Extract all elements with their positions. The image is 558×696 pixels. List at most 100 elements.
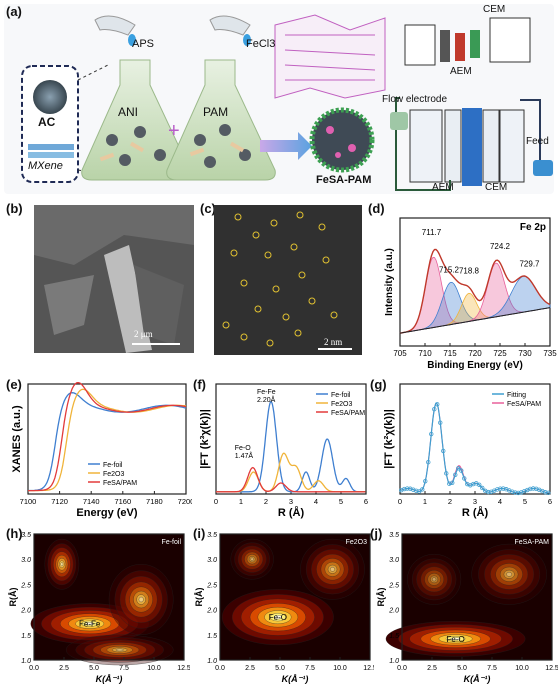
fitting-marker [477,482,482,488]
heatmap-contour [85,622,94,626]
annotation-fe-fe-distance: 2.20Å [257,395,276,404]
fitting-marker [444,471,449,476]
x-axis-label: K(Å⁻¹) [464,674,491,684]
fitting-marker [501,486,506,491]
heatmap-contour [136,594,146,605]
heatmap-contour [230,538,274,580]
heatmap-contour [246,554,258,565]
envelope-curve [399,248,551,334]
x-tick-label: 3 [473,497,477,506]
polymer-network [274,14,386,99]
legend-entry: Fe-foil [103,462,123,469]
fitting-marker [429,431,434,437]
panel-label-a: (a) [6,4,22,19]
schematic-drawing [21,14,553,191]
x-tick-label: 7.5 [487,665,497,672]
haadf-single-atoms [214,205,362,355]
background-line [399,307,551,334]
heatmap-contour [432,577,437,582]
y-axis-label: Intensity (a.u.) [384,248,395,316]
heatmap-feature-label: Fe-Fe [79,620,101,629]
flow-electrode-tank [390,112,408,130]
haadf-scale-bar [318,348,352,350]
heatmap-contour [311,549,354,590]
process-arrow [260,132,312,160]
x-tick-label: 3 [289,497,293,506]
heatmap-contour [478,549,541,600]
x-tick-label: 4 [498,497,502,506]
fitting-marker [450,480,455,486]
fitting-marker [438,420,443,425]
label-cem-top: CEM [483,4,506,15]
legend-entry: FeSA/PAM [507,401,541,408]
heatmap-contour [119,576,163,623]
x-tick-label: 12.5 [363,665,374,672]
x-axis-label: Binding Energy (eV) [427,360,523,371]
y-tick-label: 2.5 [388,582,399,589]
x-tick-label: 2 [264,497,268,506]
chart-e-xanes: 7100 7120 7140 7160 7180 7200 Energy (eV) XANES… [11,381,192,519]
y-tick-label: 2.0 [20,608,31,615]
heatmap-contour [416,562,452,597]
y-axis-label: |FT (k²χ(k))| [383,409,395,469]
label-ac: AC [38,115,56,129]
sem-scale-bar [132,343,180,345]
panel-label-e: (e) [6,377,22,392]
x-tick-label: 5 [339,497,343,506]
fitting-marker [516,490,521,496]
fitting-marker [426,460,431,465]
series-fesa-pam [28,381,187,492]
label-ani: ANI [118,105,139,119]
x-tick-label: 5 [523,497,527,506]
heatmap-contour [248,556,256,563]
heatmap-contour [273,615,282,620]
heatmap-contour [133,590,150,609]
chart-h-wavelet: 0.0 2.5 5.0 7.5 10.0 12.5 1.0 1.5 2.0 2.5 3.0 3.5 K(… [8,532,190,684]
flow-cell-exploded [404,17,531,66]
fitting-marker [456,466,461,471]
heatmap-contour [300,538,365,600]
label-aem-top: AEM [450,66,472,77]
x-axis-label: Energy (eV) [76,507,137,519]
feed-tank [533,160,553,176]
annotation-fe-o: Fe-O [235,445,252,452]
fesa-pam-particle [309,107,375,173]
y-tick-label: 3.0 [207,557,217,564]
series-fesa-pam [399,402,550,494]
fitting-marker [513,490,518,495]
x-tick-label: 0.0 [397,665,407,672]
fitting-marker [435,402,440,407]
fitting-marker [459,468,464,473]
heatmap-title: FeSA-PAM [515,539,550,546]
fitting-marker [531,486,536,491]
fitting-marker [471,481,476,487]
x-tick-label: 5.0 [89,665,99,672]
x-tick-label: 0.0 [29,665,39,672]
x-tick-label: 710 [418,349,432,358]
x-tick-label: 12.5 [545,665,558,672]
y-tick-label: 3.5 [21,532,31,539]
panel-label-i: (i) [193,526,206,541]
heatmap-contour [424,570,444,589]
heatmap-feature-label: Fe-O [269,613,287,622]
x-tick-label: 2.5 [427,665,437,672]
y-tick-label: 3.5 [207,532,217,539]
y-tick-label: 2.0 [206,608,217,615]
x-tick-label: 2 [448,497,452,506]
label-pam: PAM [203,105,229,119]
x-tick-label: 0 [398,497,402,506]
y-axis-label: R(Å) [194,588,204,607]
heatmap-title: Fe-foil [162,539,182,546]
heatmap-contour [75,637,164,663]
panel-label-j: (j) [370,526,383,541]
x-tick-label: 7.5 [305,665,315,672]
fitting-marker [528,486,533,492]
plot-frame [219,533,371,661]
plot-frame [33,533,185,661]
x-tick-label: 715 [443,349,457,358]
heatmap-contour [503,569,515,579]
x-tick-label: 7180 [146,497,163,506]
heatmap-contour [106,646,133,654]
heatmap-contour [108,564,174,635]
legend-entry: Fe-foil [331,392,351,399]
